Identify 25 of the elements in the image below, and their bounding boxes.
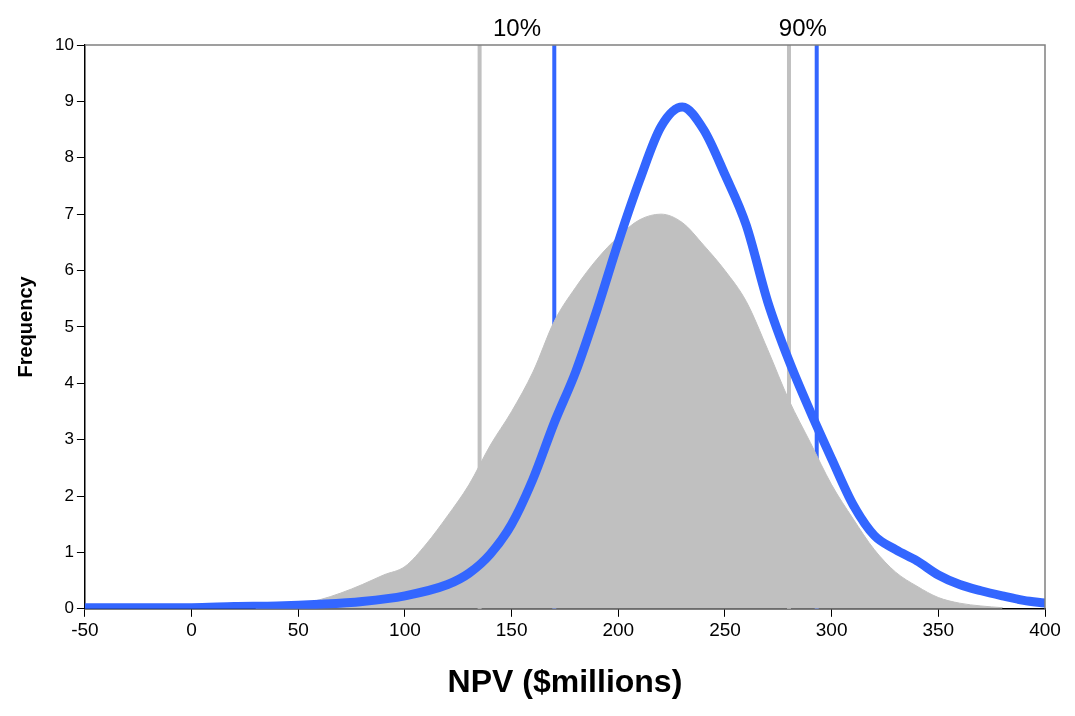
y-tick-label: 4 xyxy=(64,372,74,392)
x-tick-label: 100 xyxy=(389,619,421,641)
x-tick-label: 250 xyxy=(709,619,741,641)
x-tick-label: 300 xyxy=(815,619,848,641)
y-tick-label: 8 xyxy=(64,147,74,167)
y-tick-label: 6 xyxy=(64,260,74,280)
x-tick-label: 200 xyxy=(602,619,635,641)
y-tick-label: 1 xyxy=(64,542,74,562)
x-tick-label: 400 xyxy=(1029,619,1061,641)
y-tick-label: 7 xyxy=(64,203,74,223)
text: 10% xyxy=(492,13,541,41)
y-tick-label: 5 xyxy=(64,316,74,336)
text: 90% xyxy=(778,13,827,41)
y-tick-label: 10 xyxy=(54,34,74,54)
x-tick-label: 0 xyxy=(186,619,197,641)
y-tick-label: 2 xyxy=(64,485,74,505)
x-axis-title: NPV ($millions) xyxy=(447,662,683,699)
y-axis-title: Frequency xyxy=(13,275,36,378)
y-tick-label: 3 xyxy=(64,429,74,449)
x-tick-label: -50 xyxy=(71,619,99,641)
y-tick-label: 9 xyxy=(64,91,74,111)
y-tick-label: 0 xyxy=(64,598,74,618)
x-tick-label: 50 xyxy=(287,619,309,641)
x-tick-label: 350 xyxy=(922,619,955,641)
x-tick-label: 150 xyxy=(495,619,528,641)
